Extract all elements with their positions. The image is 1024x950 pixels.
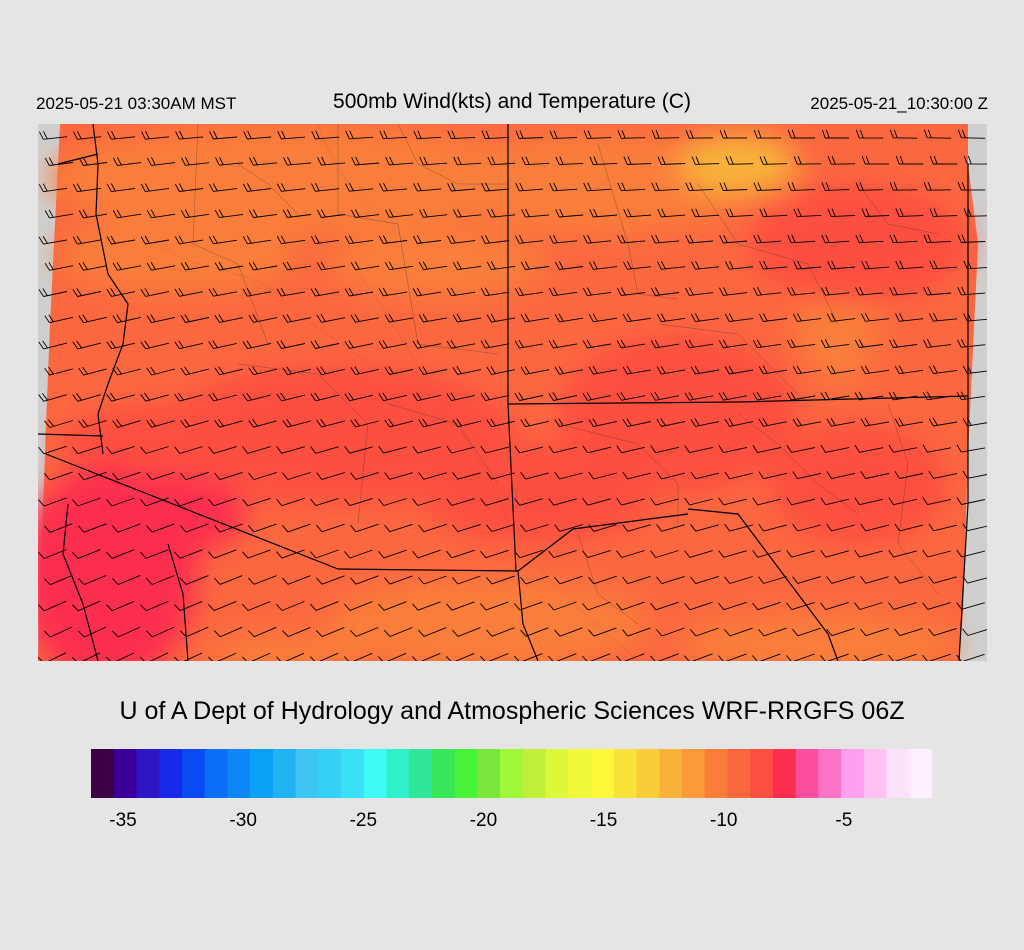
colorbar-swatch [454,749,478,798]
colorbar-swatch [909,749,932,798]
colorbar-swatch [227,749,251,798]
colorbar-swatch [545,749,569,798]
valid-time-utc: 2025-05-21_10:30:00 Z [810,94,988,113]
colorbar-swatch [772,749,797,798]
colorbar-tick-label: -25 [349,810,378,831]
colorbar-swatch [591,749,615,798]
colorbar-tick-label: -30 [229,810,257,831]
colorbar-swatch [568,749,592,798]
colorbar-swatch [113,749,137,798]
colorbar-swatch [841,749,865,798]
colorbar-ticks: -35 -30 -25 -20 -15 -10 -5 [0,810,1024,840]
colorbar-tick-label: -20 [469,810,498,831]
colorbar-swatch [500,749,524,798]
colorbar-swatch [136,749,160,798]
colorbar-swatch [636,749,660,798]
colorbar-swatch [318,749,342,798]
colorbar-swatch [795,749,819,798]
colorbar-swatch [613,749,638,798]
colorbar-swatch [477,749,501,798]
colorbar-swatch [704,749,728,798]
colorbar-swatch [159,749,183,798]
colorbar-swatch [818,749,842,798]
colorbar-tick-label: -35 [109,810,137,831]
colorbar-swatch [409,749,433,798]
temperature-shading [38,124,968,661]
colorbar-tick-label: -10 [710,810,738,831]
terrain-contours [157,124,639,661]
colorbar-tick-label: -5 [835,810,853,831]
colorbar-swatch [886,749,910,798]
colorbar-swatch [295,749,319,798]
colorbar-swatch [272,749,297,798]
colorbar-swatch [863,749,888,798]
colorbar-swatch [522,749,547,798]
colorbar-tick-label: -15 [589,810,618,831]
map-title: 500mb Wind(kts) and Temperature (C) [333,90,691,113]
colorbar-swatch [250,749,274,798]
valid-time-local: 2025-05-21 03:30AM MST [36,94,237,113]
wind-barb [38,129,987,661]
colorbar-swatch [91,749,115,798]
temperature-wind-map [38,124,987,661]
colorbar-swatch [341,749,365,798]
colorbar-swatch [659,749,683,798]
colorbar-swatch [204,749,228,798]
colorbar-swatch [431,749,456,798]
colorbar-swatch [727,749,751,798]
borders [38,124,969,661]
colorbar-swatch [750,749,774,798]
colorbar-swatch [363,749,387,798]
temperature-colorbar [91,749,932,798]
colorbar-swatch [181,749,206,798]
model-credit: U of A Dept of Hydrology and Atmospheric… [119,697,905,725]
colorbar-swatch [386,749,410,798]
wind-barbs [38,129,987,661]
colorbar-swatch [681,749,706,798]
county-lines [192,124,939,625]
